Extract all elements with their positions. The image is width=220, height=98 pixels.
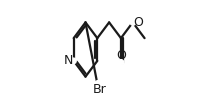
Text: N: N xyxy=(63,54,73,67)
Text: Br: Br xyxy=(93,83,107,96)
Text: O: O xyxy=(116,49,126,62)
Circle shape xyxy=(71,58,76,64)
Circle shape xyxy=(95,81,101,86)
Text: O: O xyxy=(134,16,143,29)
Circle shape xyxy=(118,60,124,65)
Circle shape xyxy=(130,20,136,25)
